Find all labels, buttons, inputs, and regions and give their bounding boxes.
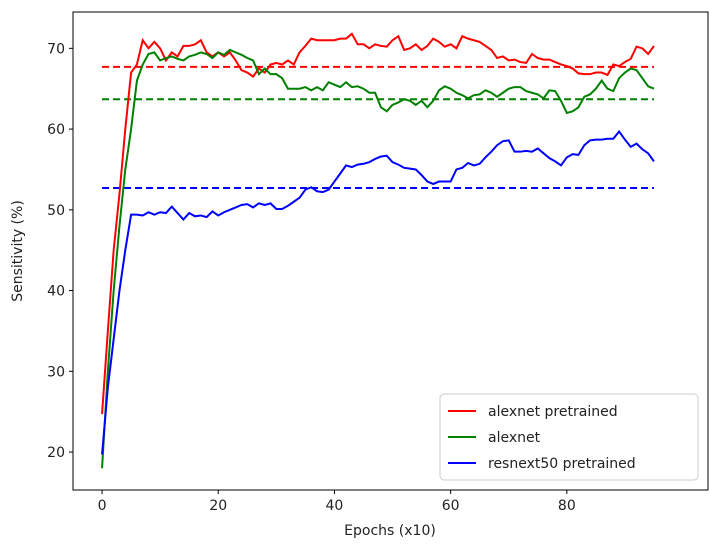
x-tick-label: 40: [326, 498, 344, 514]
legend-label: resnext50 pretrained: [488, 456, 636, 472]
y-tick-label: 40: [47, 284, 65, 300]
series-line: [101, 48, 655, 469]
x-tick-label: 80: [558, 498, 576, 514]
y-tick-label: 70: [47, 41, 65, 57]
plot-frame: [72, 11, 709, 491]
x-tick-label: 20: [209, 498, 227, 514]
y-tick-label: 60: [47, 122, 65, 138]
x-axis-label: Epochs (x10): [344, 523, 436, 539]
legend-box: [439, 393, 699, 481]
y-tick-label: 30: [47, 364, 65, 380]
x-tick-label: 0: [98, 498, 107, 514]
legend-label: alexnet: [488, 430, 541, 446]
series-line: [101, 129, 655, 455]
x-tick-label: 60: [442, 498, 460, 514]
series-line: [101, 32, 655, 415]
y-axis-label: Sensitivity (%): [10, 200, 26, 302]
y-tick-label: 50: [47, 203, 65, 219]
legend-label: alexnet pretrained: [488, 404, 618, 420]
y-tick-label: 20: [47, 445, 65, 461]
